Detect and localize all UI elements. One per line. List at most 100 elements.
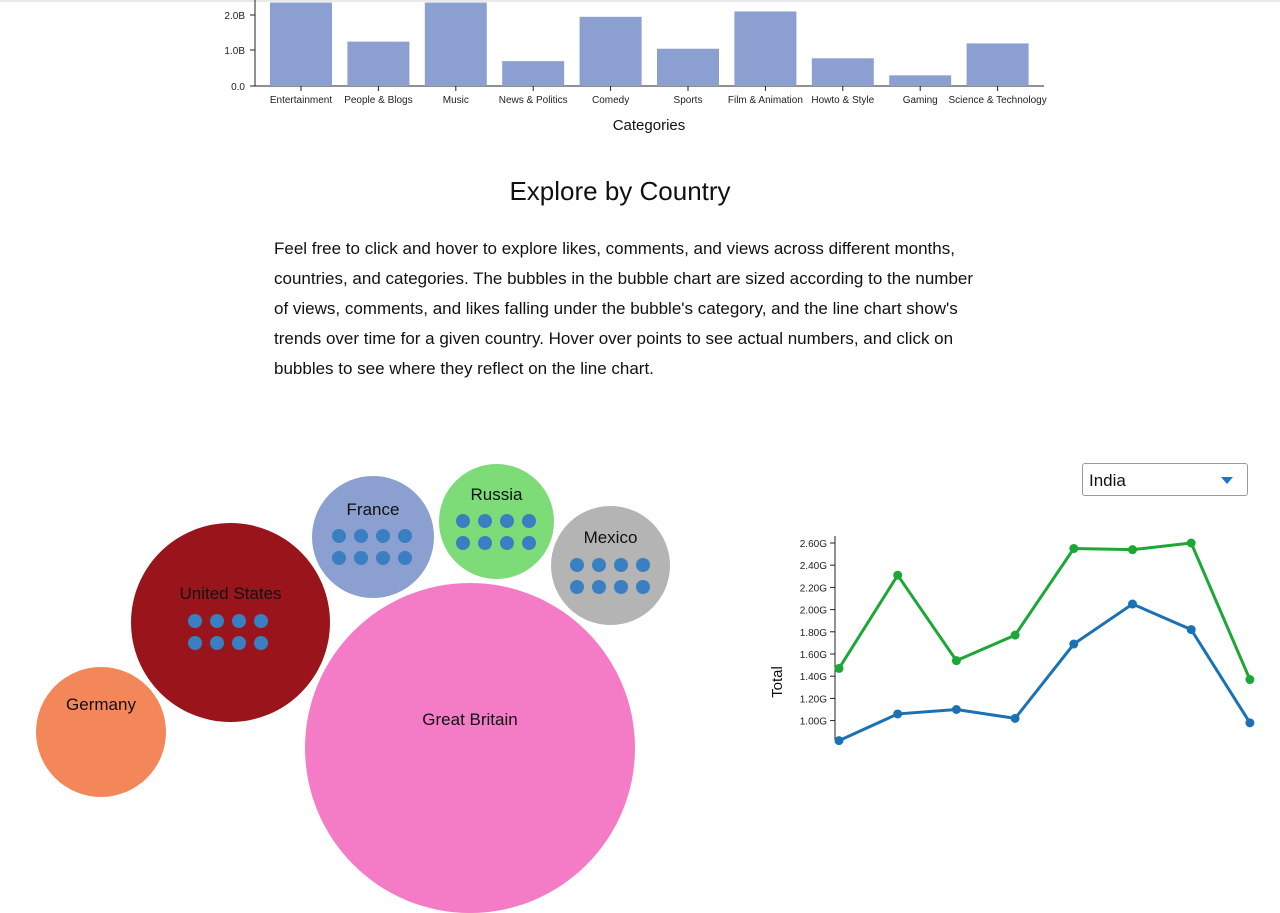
category-dot[interactable] [376,529,390,543]
series-point[interactable] [893,570,903,580]
category-dot[interactable] [232,614,246,628]
line-y-tick-label: 2.40G [800,561,827,572]
bubble-label: Great Britain [422,710,518,729]
bubble-label: United States [179,584,282,603]
series-point[interactable] [834,736,844,746]
bar-y-tick: 1.0B [224,46,245,57]
bar-x-tick-label: Music [443,95,469,106]
category-dot[interactable] [636,558,650,572]
bubble-great-britain[interactable]: Great Britain [305,583,635,913]
series-point[interactable] [893,709,903,719]
category-dot[interactable] [254,614,268,628]
category-dot[interactable] [500,536,514,550]
line-y-tick-label: 2.20G [800,583,827,594]
category-dot[interactable] [478,536,492,550]
bar[interactable] [502,61,565,86]
line-y-tick-label: 1.00G [800,717,827,728]
category-dot[interactable] [592,580,606,594]
bubble-mexico[interactable]: Mexico [551,506,670,625]
bar[interactable] [347,41,410,86]
series-point[interactable] [1186,625,1196,635]
series-point[interactable] [951,705,961,714]
line-y-tick-label: 1.80G [800,628,827,639]
category-dot[interactable] [210,636,224,650]
category-dot[interactable] [188,636,202,650]
series-point[interactable] [1186,538,1196,548]
category-dot[interactable] [398,551,412,565]
bar-x-tick-label: Science & Technology [948,95,1046,106]
category-dot[interactable] [614,580,628,594]
bar[interactable] [811,58,874,86]
series-point[interactable] [1128,545,1137,555]
bar-x-tick-label: Gaming [903,95,938,106]
bar[interactable] [889,75,952,86]
category-dot[interactable] [522,514,536,528]
line-y-tick-label: 1.20G [800,694,827,705]
category-dot[interactable] [636,580,650,594]
category-dot[interactable] [332,551,346,565]
bar-x-tick-label: Entertainment [270,95,332,106]
line-series [834,538,1255,746]
series-line [837,541,1252,681]
bar-y-tick: 2.0B [224,11,245,22]
line-y-tick-label: 1.60G [800,650,827,661]
series-point[interactable] [834,663,844,673]
bubble-label: Germany [66,695,136,714]
bar-x-tick-labels: Entertainment People & Blogs Music News & P… [270,86,1047,106]
series-point[interactable] [1245,675,1255,685]
series-point[interactable] [951,656,961,666]
category-dot[interactable] [522,536,536,550]
section-title: Explore by Country [509,176,731,206]
category-dot[interactable] [210,614,224,628]
bar[interactable] [966,43,1029,86]
category-dot[interactable] [232,636,246,650]
bubble-dot-grid [570,558,650,594]
bubble-france[interactable]: France [312,476,434,598]
series-point[interactable] [1069,639,1079,649]
page-top-border [0,0,1280,2]
bar-x-tick-label: News & Politics [499,95,568,106]
bar-series [270,2,1029,87]
series-point[interactable] [1010,630,1020,640]
bar[interactable] [657,48,719,86]
bar-y-tick: 0.0 [231,82,245,93]
line-y-tick-label: 2.00G [800,606,827,617]
bubble-germany[interactable]: Germany [36,667,166,797]
category-dot[interactable] [570,580,584,594]
category-dot[interactable] [354,529,368,543]
bar-y-axis: 2.0B 1.0B 0.0 [224,0,256,93]
bubble-russia[interactable]: Russia [439,464,554,579]
line-y-axis-title: Total [769,666,786,698]
bubble-united-states[interactable]: United States [131,523,330,722]
bar-x-tick-label: People & Blogs [344,95,412,106]
category-dot[interactable] [478,514,492,528]
category-dot[interactable] [614,558,628,572]
country-select[interactable]: India [1082,463,1248,496]
bar-x-axis-title: Categories [613,117,686,134]
category-dot[interactable] [376,551,390,565]
category-dot[interactable] [592,558,606,572]
category-dot[interactable] [332,529,346,543]
category-dot[interactable] [570,558,584,572]
category-dot[interactable] [254,636,268,650]
category-bar-chart: 2.0B 1.0B 0.0 Entertainment People & Blog… [224,0,1047,134]
bar[interactable] [270,2,332,87]
bubble-dot-grid [456,514,536,550]
category-dot[interactable] [354,551,368,565]
category-dot[interactable] [456,514,470,528]
bar-x-tick-label: Howto & Style [811,95,874,106]
category-dot[interactable] [398,529,412,543]
chevron-down-icon [1221,477,1233,484]
bar[interactable] [424,2,487,87]
category-dot[interactable] [500,514,514,528]
bar-x-tick-label: Comedy [592,95,629,106]
bar[interactable] [579,16,642,86]
series-point[interactable] [1010,713,1020,723]
bar[interactable] [734,11,797,87]
bubble-dot-grid [332,529,412,565]
series-point[interactable] [1069,544,1079,554]
bubble-label: Mexico [583,528,638,547]
category-dot[interactable] [456,536,470,550]
series-point[interactable] [1128,599,1137,609]
category-dot[interactable] [188,614,202,628]
